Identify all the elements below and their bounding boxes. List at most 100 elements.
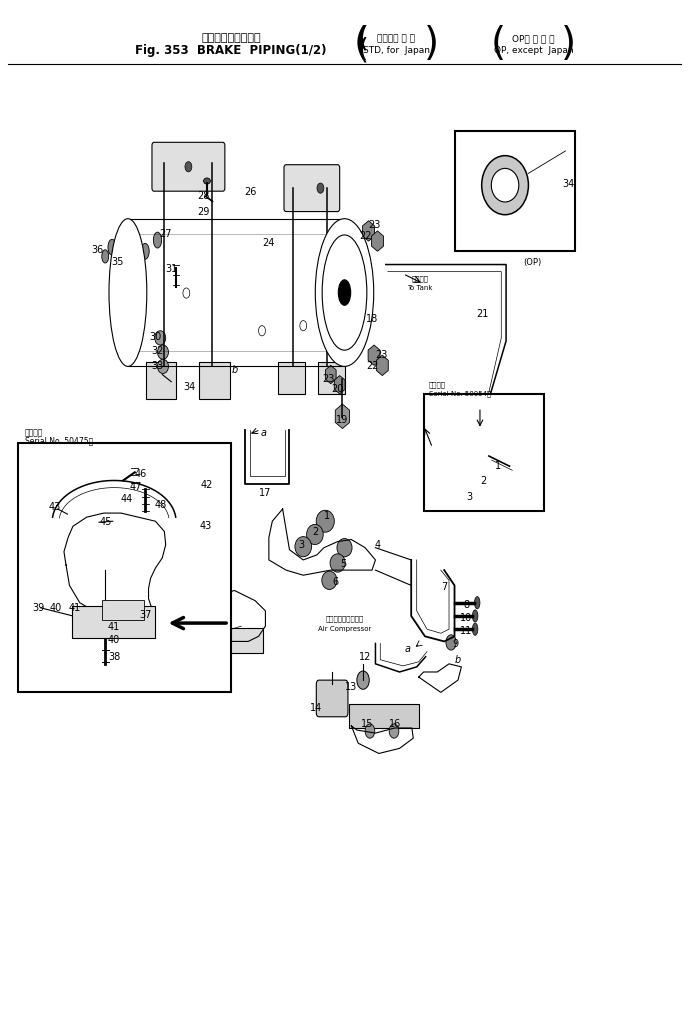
Ellipse shape: [317, 183, 324, 194]
Ellipse shape: [482, 157, 528, 215]
Text: 8: 8: [463, 599, 469, 609]
Text: 29: 29: [197, 206, 209, 216]
Text: 標準、国 内 向: 標準、国 内 向: [377, 34, 415, 43]
Text: ): ): [561, 25, 576, 63]
Ellipse shape: [94, 515, 105, 531]
Text: 7: 7: [441, 582, 447, 592]
Text: 25: 25: [342, 288, 354, 299]
Ellipse shape: [460, 484, 466, 494]
Text: 3: 3: [466, 491, 472, 501]
Text: a: a: [260, 427, 267, 437]
Text: 1: 1: [325, 511, 330, 521]
Ellipse shape: [475, 467, 487, 485]
Ellipse shape: [316, 511, 334, 533]
Text: 20: 20: [336, 271, 349, 281]
Text: 48: 48: [154, 499, 166, 510]
Text: 18: 18: [366, 313, 378, 323]
FancyBboxPatch shape: [318, 363, 344, 394]
FancyBboxPatch shape: [72, 606, 156, 639]
Text: エアーコンプレッサ: エアーコンプレッサ: [325, 615, 364, 622]
Text: 41: 41: [68, 602, 81, 612]
Text: 39: 39: [32, 602, 45, 612]
Text: 23: 23: [322, 373, 334, 383]
Ellipse shape: [475, 597, 480, 609]
Text: 16: 16: [389, 718, 401, 729]
Text: 12: 12: [359, 651, 371, 661]
Ellipse shape: [102, 251, 109, 264]
Text: 10: 10: [460, 612, 473, 623]
Text: 2: 2: [312, 527, 318, 537]
Text: 41: 41: [108, 622, 121, 632]
Text: 28: 28: [197, 192, 209, 201]
Text: 6: 6: [333, 577, 338, 587]
Ellipse shape: [203, 178, 210, 184]
Text: 40: 40: [108, 635, 121, 645]
FancyBboxPatch shape: [284, 165, 340, 212]
Text: 34: 34: [562, 179, 575, 189]
Text: (: (: [358, 24, 369, 52]
Text: 37: 37: [139, 609, 152, 620]
Text: (: (: [358, 37, 369, 64]
Ellipse shape: [154, 233, 162, 249]
FancyBboxPatch shape: [349, 704, 419, 729]
FancyBboxPatch shape: [199, 363, 229, 399]
Ellipse shape: [161, 521, 171, 535]
Text: b: b: [455, 654, 461, 664]
Text: Air Compressor: Air Compressor: [318, 626, 371, 632]
Text: 5: 5: [340, 558, 347, 569]
Text: (: (: [491, 25, 506, 63]
Text: 17: 17: [259, 487, 271, 497]
FancyBboxPatch shape: [316, 681, 348, 717]
Text: 44: 44: [121, 493, 133, 503]
Ellipse shape: [338, 280, 351, 306]
Text: 45: 45: [100, 517, 112, 527]
Text: 31: 31: [165, 263, 177, 273]
Ellipse shape: [365, 725, 375, 739]
Text: 4: 4: [374, 539, 380, 549]
Text: 42: 42: [200, 479, 213, 489]
Text: 46: 46: [135, 469, 147, 479]
Text: 33: 33: [152, 361, 163, 371]
Text: タンクへ: タンクへ: [411, 275, 429, 282]
Text: 32: 32: [152, 345, 164, 356]
Text: 43: 43: [200, 521, 212, 531]
Text: (OP): (OP): [524, 257, 542, 266]
Text: ブレーキパイピング: ブレーキパイピング: [201, 34, 261, 44]
Text: 20: 20: [331, 383, 344, 393]
Text: 47: 47: [130, 481, 143, 491]
Bar: [18, 443, 231, 693]
Ellipse shape: [155, 331, 166, 345]
Ellipse shape: [258, 326, 265, 336]
Text: 43: 43: [48, 501, 61, 512]
Text: 40: 40: [50, 602, 62, 612]
Text: 23: 23: [375, 350, 387, 360]
Text: a: a: [404, 643, 411, 653]
Text: (: (: [353, 25, 369, 63]
Ellipse shape: [307, 525, 323, 545]
Ellipse shape: [316, 219, 373, 367]
FancyBboxPatch shape: [196, 629, 263, 653]
Text: 24: 24: [263, 237, 275, 248]
Text: 適用号機: 適用号機: [429, 381, 446, 388]
Text: 21: 21: [476, 309, 489, 319]
Ellipse shape: [446, 635, 456, 650]
Ellipse shape: [330, 554, 345, 573]
Bar: [424, 394, 544, 512]
Ellipse shape: [322, 235, 367, 351]
Text: 30: 30: [150, 331, 161, 341]
Ellipse shape: [357, 672, 369, 690]
Ellipse shape: [109, 219, 147, 367]
Text: 23: 23: [345, 260, 358, 270]
FancyBboxPatch shape: [146, 363, 176, 399]
Text: 22: 22: [366, 361, 378, 371]
Text: 26: 26: [244, 187, 256, 197]
Ellipse shape: [183, 288, 189, 299]
Text: 3: 3: [298, 539, 305, 549]
Text: 15: 15: [361, 718, 373, 729]
Text: b: b: [232, 365, 238, 375]
Text: 34: 34: [184, 381, 196, 391]
Text: 23: 23: [368, 219, 380, 229]
FancyBboxPatch shape: [152, 143, 225, 192]
Ellipse shape: [158, 345, 169, 360]
Ellipse shape: [61, 608, 71, 622]
